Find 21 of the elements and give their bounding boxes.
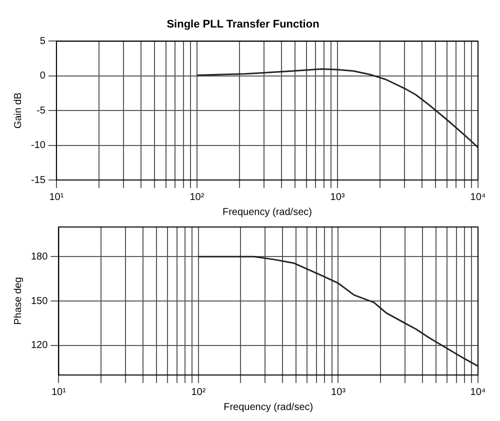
y-axis-title: Gain dB [12, 92, 24, 129]
y-axis-title: Phase deg [12, 277, 24, 325]
y-tick-label: -15 [31, 174, 46, 186]
x-axis-title: Frequency (rad/sec) [222, 206, 312, 218]
y-tick-label: 0 [40, 70, 46, 82]
y-tick-label: -10 [31, 140, 46, 152]
y-tick-label: -5 [36, 105, 46, 116]
x-axis-title: Frequency (rad/sec) [224, 402, 314, 413]
x-tick-label: 10⁴ [470, 386, 486, 398]
x-tick-label: 10³ [330, 192, 346, 203]
y-tick-label: 5 [40, 36, 46, 47]
chart-title: Single PLL Transfer Function [166, 18, 320, 31]
x-tick-label: 10⁴ [470, 192, 486, 203]
x-tick-label: 10³ [331, 386, 346, 398]
x-tick-label: 10¹ [51, 386, 67, 398]
x-tick-label: 10¹ [49, 192, 64, 203]
y-tick-label: 120 [30, 340, 48, 352]
y-tick-label: 180 [30, 251, 48, 262]
x-tick-label: 10² [190, 192, 205, 203]
y-tick-label: 150 [30, 296, 48, 307]
x-tick-label: 10² [191, 386, 206, 398]
